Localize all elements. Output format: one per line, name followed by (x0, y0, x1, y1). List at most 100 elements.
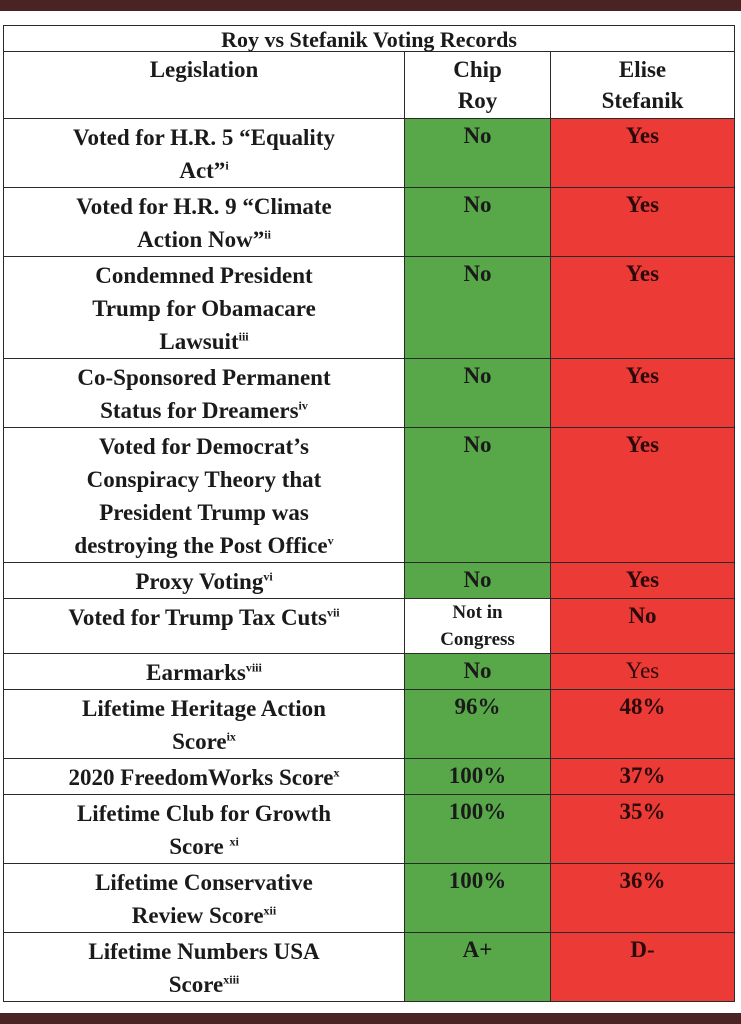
footnote-marker: vi (263, 569, 273, 584)
header-stefanik-line-1: Elise (618, 57, 667, 82)
legislation-line: Scoreix (6, 725, 402, 758)
stefanik-vote-text: Yes (625, 432, 660, 457)
stefanik-vote-text: 35% (619, 799, 666, 824)
table-row: Lifetime Conservative Review Scorexii 100%… (3, 863, 735, 933)
table-row: Lifetime Heritage Action Scoreix 96% 48% (3, 689, 735, 759)
legislation-text: Lifetime Conservative (95, 870, 313, 895)
roy-vote-line: Not in (452, 602, 503, 623)
table-row: Voted for Democrat’s Conspiracy Theory th… (3, 427, 735, 563)
legislation-line: Lifetime Conservative (6, 866, 402, 899)
elise-stefanik-vote-cell: Yes (550, 358, 735, 428)
elise-stefanik-vote-cell: 36% (550, 863, 735, 933)
legislation-text: Condemned President (95, 263, 313, 288)
elise-stefanik-vote-cell: Yes (550, 653, 735, 690)
voting-records-table: Roy vs Stefanik Voting Records Legislati… (3, 25, 735, 1002)
legislation-line: Proxy Votingvi (6, 565, 402, 598)
footnote-marker: iii (238, 329, 249, 344)
table-row: Condemned President Trump for Obamacare La… (3, 256, 735, 359)
bottom-border-bar (0, 1013, 741, 1024)
legislation-text: Voted for Democrat’s (99, 434, 309, 459)
legislation-line: Lifetime Heritage Action (6, 692, 402, 725)
header-elise-stefanik: Elise Stefanik (550, 51, 735, 119)
stefanik-vote-text: Yes (625, 123, 660, 148)
elise-stefanik-vote-cell: 35% (550, 794, 735, 864)
legislation-text: Voted for H.R. 9 “Climate (76, 194, 332, 219)
header-roy-line-1: Chip (453, 57, 502, 82)
header-stefanik-line-2: Stefanik (601, 88, 684, 113)
legislation-cell: Voted for Democrat’s Conspiracy Theory th… (3, 427, 405, 563)
legislation-cell: Proxy Votingvi (3, 562, 405, 599)
stefanik-vote-text: No (628, 603, 657, 628)
legislation-line: Trump for Obamacare (6, 292, 402, 325)
table-row: Proxy Votingvi No Yes (3, 562, 735, 599)
legislation-text: Score (169, 834, 230, 859)
elise-stefanik-vote-cell: 48% (550, 689, 735, 759)
legislation-text: Earmarks (146, 660, 246, 685)
roy-vote-text: 100% (448, 799, 507, 824)
legislation-line: Voted for Democrat’s (6, 430, 402, 463)
legislation-cell: Lifetime Heritage Action Scoreix (3, 689, 405, 759)
top-border-bar (0, 0, 741, 11)
legislation-line: Status for Dreamersiv (6, 394, 402, 427)
legislation-cell: Voted for H.R. 5 “Equality Act”i (3, 118, 405, 188)
table-row: Co-Sponsored Permanent Status for Dreamer… (3, 358, 735, 428)
roy-vote-text: A+ (462, 937, 493, 962)
legislation-text: Co-Sponsored Permanent (77, 365, 331, 390)
legislation-line: 2020 FreedomWorks Scorex (6, 761, 402, 794)
legislation-line: Lifetime Club for Growth (6, 797, 402, 830)
legislation-cell: Co-Sponsored Permanent Status for Dreamer… (3, 358, 405, 428)
footnote-marker: x (333, 765, 340, 780)
legislation-text: Score (172, 729, 227, 754)
roy-vote-text: No (463, 567, 492, 592)
chip-roy-vote-cell: No (404, 427, 551, 563)
elise-stefanik-vote-cell: D- (550, 932, 735, 1002)
legislation-text: Conspiracy Theory that (86, 467, 322, 492)
elise-stefanik-vote-cell: Yes (550, 256, 735, 359)
legislation-text: Voted for H.R. 5 “Equality (73, 125, 335, 150)
header-chip-roy: Chip Roy (404, 51, 551, 119)
chip-roy-vote-cell: No (404, 653, 551, 690)
table-row: Voted for Trump Tax Cutsvii Not in Congres… (3, 598, 735, 654)
chip-roy-vote-cell: No (404, 358, 551, 428)
roy-vote-text: 100% (448, 763, 507, 788)
chip-roy-vote-cell: No (404, 187, 551, 257)
legislation-text: destroying the Post Office (74, 533, 328, 558)
legislation-text: Lifetime Numbers USA (88, 939, 320, 964)
legislation-cell: Voted for Trump Tax Cutsvii (3, 598, 405, 654)
roy-vote-text: 96% (454, 694, 501, 719)
legislation-cell: Lifetime Club for Growth Score xi (3, 794, 405, 864)
chip-roy-vote-cell: No (404, 562, 551, 599)
legislation-line: Score xi (6, 830, 402, 863)
table-row: Voted for H.R. 5 “Equality Act”i No Yes (3, 118, 735, 188)
legislation-line: destroying the Post Officev (6, 529, 402, 562)
footnote-marker: ii (264, 227, 271, 242)
table-row: Voted for H.R. 9 “Climate Action Now”ii No… (3, 187, 735, 257)
roy-vote-text: 100% (448, 868, 507, 893)
legislation-text: Trump for Obamacare (92, 296, 316, 321)
legislation-line: Scorexiii (6, 968, 402, 1001)
stefanik-vote-text: Yes (625, 567, 660, 592)
chip-roy-vote-cell: Not in Congress (404, 598, 551, 654)
legislation-text: Lifetime Club for Growth (76, 801, 332, 826)
footnote-marker: xiii (223, 972, 240, 987)
stefanik-vote-text: Yes (625, 261, 660, 286)
roy-vote-text: No (463, 658, 492, 683)
chip-roy-vote-cell: No (404, 118, 551, 188)
legislation-cell: 2020 FreedomWorks Scorex (3, 758, 405, 795)
legislation-line: Voted for Trump Tax Cutsvii (6, 601, 402, 634)
footnote-marker: xii (263, 903, 277, 918)
legislation-line: Review Scorexii (6, 899, 402, 932)
chip-roy-vote-cell: 100% (404, 758, 551, 795)
legislation-line: Action Now”ii (6, 223, 402, 256)
stefanik-vote-text: Yes (625, 658, 660, 683)
stefanik-vote-text: D- (630, 937, 655, 962)
table-row: Earmarksviii No Yes (3, 653, 735, 690)
roy-vote-text: No (463, 432, 492, 457)
legislation-line: Earmarksviii (6, 656, 402, 689)
roy-vote-text: No (463, 363, 492, 388)
roy-vote-line: Congress (440, 629, 515, 650)
chip-roy-vote-cell: 96% (404, 689, 551, 759)
legislation-line: Voted for H.R. 9 “Climate (6, 190, 402, 223)
table-row: 2020 FreedomWorks Scorex 100% 37% (3, 758, 735, 795)
table-title: Roy vs Stefanik Voting Records (3, 25, 735, 52)
